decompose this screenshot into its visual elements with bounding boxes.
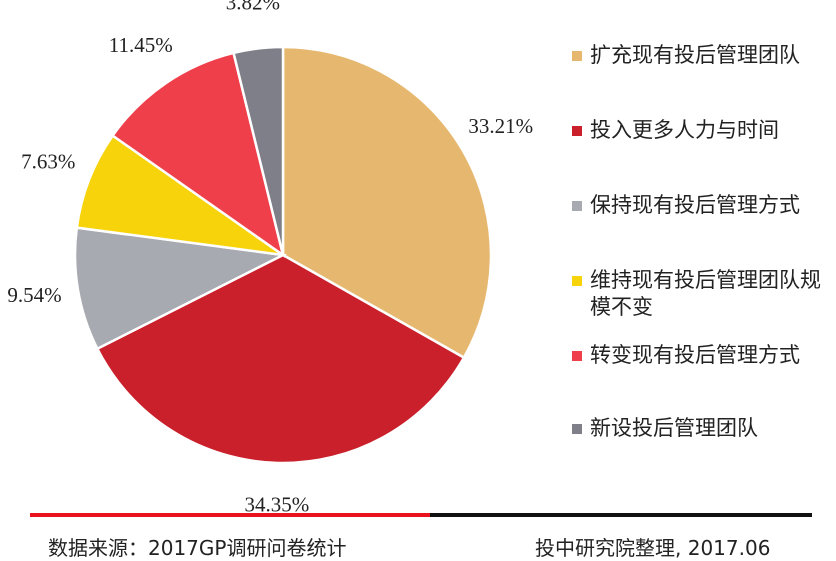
data-label: 34.35% xyxy=(245,493,310,517)
legend-swatch xyxy=(572,51,582,61)
legend-label: 扩充现有投后管理团队 xyxy=(590,43,800,67)
pie-slice xyxy=(232,45,285,256)
legend-label: 转变现有投后管理方式 xyxy=(590,343,800,367)
legend-label: 维持现有投后管理团队规模不变 xyxy=(590,268,821,319)
legend-item: 新设投后管理团队 xyxy=(572,415,836,442)
data-label: 3.82% xyxy=(226,0,280,15)
legend-swatch xyxy=(572,201,582,211)
pie-slice xyxy=(75,133,284,257)
data-label: 33.21% xyxy=(468,114,533,138)
data-label: 9.54% xyxy=(7,283,61,307)
legend-label: 保持现有投后管理方式 xyxy=(590,193,800,217)
legend-item: 转变现有投后管理方式 xyxy=(572,342,836,369)
pie-slice xyxy=(110,51,286,258)
credit: 投中研究院整理, 2017.06 xyxy=(535,536,771,560)
legend-item: 保持现有投后管理方式 xyxy=(572,192,836,219)
pie-slice xyxy=(95,253,466,465)
legend-item: 维持现有投后管理团队规模不变 xyxy=(572,267,836,321)
legend-swatch xyxy=(572,276,582,286)
source: 数据来源：2017GP调研问卷统计 xyxy=(48,536,347,560)
legend-item: 扩充现有投后管理团队 xyxy=(572,42,836,69)
data-label: 7.63% xyxy=(21,149,75,173)
legend-swatch xyxy=(572,424,582,434)
legend-swatch xyxy=(572,126,582,136)
legend-swatch xyxy=(572,351,582,361)
legend-label: 投入更多人力与时间 xyxy=(590,118,779,142)
legend-label: 新设投后管理团队 xyxy=(590,416,758,440)
pie-slice xyxy=(73,226,288,351)
data-label: 11.45% xyxy=(109,33,173,57)
pie-slice xyxy=(281,45,493,360)
legend-item: 投入更多人力与时间 xyxy=(572,117,836,144)
